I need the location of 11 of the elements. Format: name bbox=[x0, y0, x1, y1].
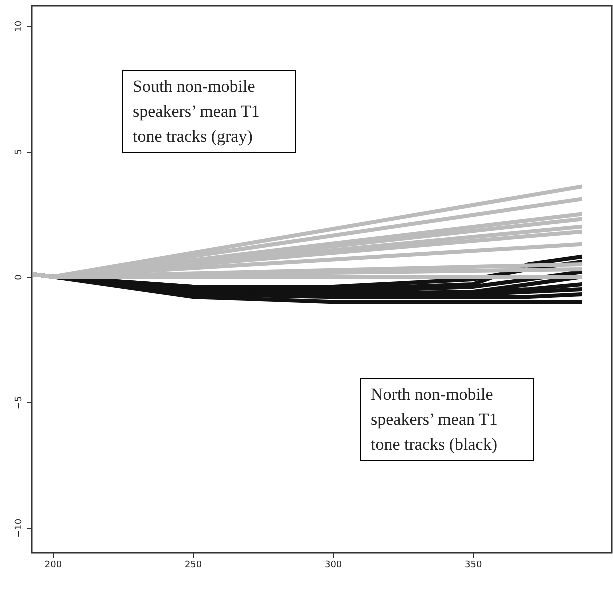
y-tick-label: −5 bbox=[14, 396, 24, 410]
y-tick-label: 0 bbox=[14, 274, 24, 280]
y-tick-label: 5 bbox=[14, 149, 24, 155]
annotation: North non-mobile speakers’ mean T1 tone tracks (black) bbox=[360, 378, 534, 461]
x-tick-label: 350 bbox=[464, 560, 482, 570]
y-tick-label: 10 bbox=[14, 20, 24, 32]
x-tick-label: 250 bbox=[184, 560, 202, 570]
y-tick-label: −10 bbox=[14, 518, 24, 538]
x-tick-label: 200 bbox=[44, 560, 62, 570]
x-tick-label: 300 bbox=[324, 560, 342, 570]
annotation: South non-mobile speakers’ mean T1 tone tracks (gray) bbox=[122, 70, 296, 153]
